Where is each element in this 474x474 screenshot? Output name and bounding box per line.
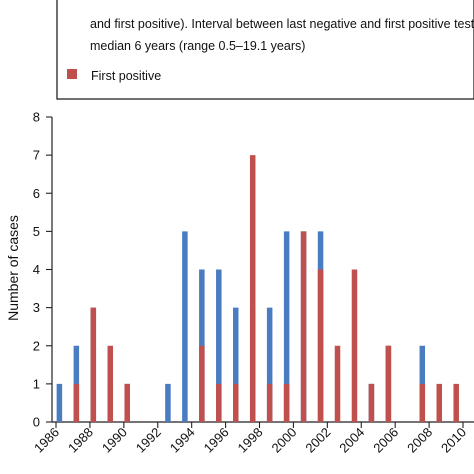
bar-blue bbox=[266, 307, 273, 423]
bar-blue bbox=[56, 383, 63, 423]
x-tick-label: 2002 bbox=[302, 425, 333, 456]
legend-label-first-positive: First positive bbox=[91, 69, 161, 83]
x-ticks: 1986 1988 1990 1992 1994 1996 1998 2000 2002 2004… bbox=[31, 422, 469, 456]
bar-first-positive bbox=[300, 231, 307, 423]
bar-first-positive bbox=[199, 345, 205, 422]
bar-first-positive bbox=[334, 345, 341, 422]
bar-blue bbox=[216, 269, 222, 422]
bar-first-positive bbox=[436, 383, 443, 423]
legend-text-line-1: and first positive). Interval between la… bbox=[90, 17, 474, 31]
legend: and first positive). Interval between la… bbox=[56, 0, 474, 100]
legend-frame bbox=[56, 0, 474, 100]
bar-first-positive bbox=[73, 383, 80, 423]
legend-swatch-red bbox=[67, 69, 77, 79]
bar-blue bbox=[283, 231, 290, 423]
bar-blue bbox=[419, 345, 426, 422]
bar-first-positive bbox=[283, 383, 290, 423]
y-tick-label: 6 bbox=[33, 186, 40, 201]
bar-first-positive bbox=[453, 383, 459, 423]
x-tick-label: 1998 bbox=[235, 425, 266, 456]
y-tick-label: 5 bbox=[33, 224, 40, 239]
x-tick-label: 1994 bbox=[167, 425, 198, 456]
bar-first-positive bbox=[368, 383, 375, 423]
bar-blue bbox=[165, 383, 171, 423]
bar-first-positive bbox=[90, 307, 97, 423]
bar-blue bbox=[182, 231, 188, 423]
y-tick-label: 4 bbox=[33, 262, 40, 277]
bar-first-positive bbox=[124, 383, 130, 423]
y-axis-title: Number of cases bbox=[5, 215, 21, 321]
x-tick-label: 2000 bbox=[268, 425, 299, 456]
x-tick-label: 2010 bbox=[438, 425, 469, 456]
bar-first-positive bbox=[385, 345, 392, 422]
y-tick-label: 1 bbox=[33, 376, 40, 391]
bar-first-positive bbox=[233, 383, 239, 423]
legend-text-line-2: median 6 years (range 0.5–19.1 years) bbox=[90, 39, 305, 53]
y-ticks: 0 1 2 3 4 5 6 7 8 bbox=[33, 110, 52, 430]
y-tick-label: 0 bbox=[33, 415, 40, 430]
bar-first-positive bbox=[249, 155, 256, 423]
x-tick-label: 2008 bbox=[404, 425, 435, 456]
x-tick-label: 2004 bbox=[336, 425, 367, 456]
bar-first-positive bbox=[317, 269, 324, 422]
bar-blue bbox=[73, 345, 80, 422]
y-tick-label: 7 bbox=[33, 148, 40, 163]
y-tick-label: 3 bbox=[33, 300, 40, 315]
bar-first-positive bbox=[216, 383, 222, 423]
x-tick-label: 1990 bbox=[99, 425, 130, 456]
bar-blue bbox=[233, 307, 239, 423]
y-tick-label: 2 bbox=[33, 338, 40, 353]
bar-first-positive bbox=[107, 345, 114, 422]
x-tick-label: 1988 bbox=[65, 425, 96, 456]
x-tick-label: 1992 bbox=[133, 425, 164, 456]
x-tick-label: 1996 bbox=[201, 425, 232, 456]
bar-first-positive bbox=[419, 383, 426, 423]
y-tick-label: 8 bbox=[33, 110, 40, 125]
x-tick-label: 2006 bbox=[370, 425, 401, 456]
bar-first-positive bbox=[266, 383, 273, 423]
bar-first-positive bbox=[351, 269, 358, 422]
bars bbox=[56, 155, 459, 423]
